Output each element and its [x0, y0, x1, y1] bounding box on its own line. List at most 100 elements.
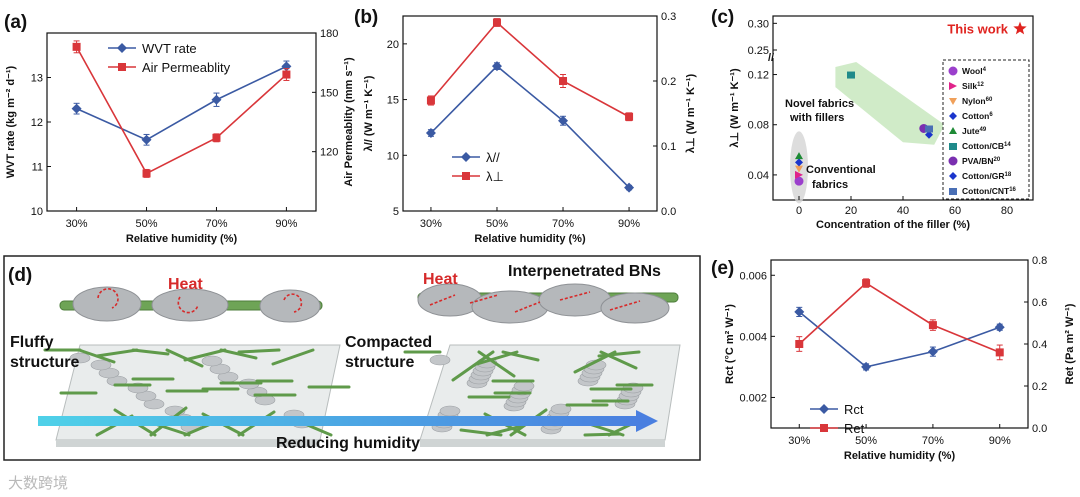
legend-marker [461, 152, 471, 162]
bn-flake [151, 288, 229, 322]
data-point [492, 18, 501, 27]
fiber-strand [131, 348, 170, 356]
bn-flake [417, 283, 483, 317]
legend-marker [820, 424, 828, 432]
data-point-nylon [795, 165, 803, 173]
legend-label: Nylon60 [962, 96, 993, 106]
legend-marker [819, 404, 829, 414]
legend-ref: 6 [989, 112, 993, 118]
watermark: 大数跨境 [8, 474, 68, 492]
bn-flake [550, 403, 572, 415]
legend-ref: 18 [1005, 172, 1012, 178]
fiber-strand [451, 350, 495, 382]
panel-label-e: (e) [711, 258, 734, 279]
series-line-1 [430, 21, 630, 118]
data-point-cotton-gr [925, 130, 933, 139]
data-point-cotton-cnt [925, 125, 933, 133]
x-tick-label: 50% [486, 218, 508, 230]
axis-break-gap [767, 54, 779, 58]
data-point [559, 77, 568, 85]
data-point [624, 182, 635, 193]
y-right-axis-label: λ⊥ (W m⁻¹ K⁻¹) [685, 74, 697, 154]
legend-marker [948, 156, 958, 166]
x-tick-label: 20 [845, 205, 857, 217]
legend-marker [949, 143, 957, 150]
y-axis-label: λ⊥ (W m⁻¹ K⁻¹) [729, 68, 741, 148]
y-tick-label: 0.30 [748, 18, 769, 30]
y-axis-label: λ// (W m⁻¹ K⁻¹) [363, 75, 375, 151]
data-point-cotton-cb [847, 71, 855, 79]
data-point [994, 322, 1005, 333]
bn-flake [471, 290, 549, 324]
humidity-arrow-label: Reducing humidity [276, 435, 420, 452]
x-tick-label: 30% [420, 218, 442, 230]
heat-flow-arrow [177, 296, 199, 314]
data-point-cotton [795, 158, 803, 167]
compacted-label-2: structure [345, 354, 414, 371]
legend-label: Air Permeablity [142, 60, 231, 75]
y-right-tick-label: 120 [320, 147, 338, 159]
data-point [142, 169, 151, 178]
y-tick-label: 0.04 [748, 170, 769, 182]
fluffy-fabric-edge [56, 440, 320, 447]
x-tick-label: 70% [922, 435, 944, 447]
data-point-silk [795, 170, 803, 179]
y-axis-label: Rct (°C m² W⁻¹) [724, 304, 736, 384]
humidity-arrow-head [636, 410, 658, 432]
y-right-axis-label: Air Permeablity (mm s⁻¹) [343, 57, 355, 187]
panel-label-d: (d) [8, 265, 32, 286]
data-point [425, 128, 436, 138]
legend-ref: 60 [986, 97, 993, 103]
x-tick-label: 50% [136, 218, 158, 230]
x-tick-label: 0 [796, 205, 802, 217]
y-tick-label: 11 [32, 162, 43, 174]
legend-ref: 14 [1004, 142, 1011, 148]
annotation-conventional-1: Conventional [806, 164, 876, 176]
fluffy-label-1: Fluffy [10, 334, 54, 351]
compacted-fabric-edge [420, 440, 665, 447]
legend-marker [949, 127, 957, 134]
fiber-strand [165, 348, 204, 368]
fluffy-label-2: structure [10, 354, 79, 371]
data-point [862, 279, 871, 288]
data-point-wool [794, 176, 804, 186]
y-tick-label: 0.08 [748, 120, 769, 132]
x-tick-label: 40 [897, 205, 909, 217]
legend-marker [948, 66, 958, 76]
fiber-strand [237, 348, 281, 354]
x-tick-label: 90% [989, 435, 1011, 447]
y-right-tick-label: 0.0 [661, 206, 676, 218]
this-work-star [1013, 21, 1027, 35]
bn-flake [69, 352, 91, 364]
fluffy-fibers [43, 348, 351, 437]
novel-fabrics-band [835, 62, 945, 145]
x-tick-label: 60 [949, 205, 961, 217]
series-line-0 [76, 65, 287, 141]
y-right-tick-label: 0.1 [661, 141, 676, 153]
y-right-tick-label: 0.8 [1032, 255, 1047, 267]
legend-label: Cotton6 [962, 111, 993, 121]
chart-b: 30% 50% 70% 90% 5 10 15 20 0.0 0.1 0.2 0.3 Relative … [363, 11, 697, 245]
plot-frame [770, 259, 1029, 429]
series-line-1 [75, 46, 287, 175]
heat-label-left: Heat [168, 276, 203, 293]
compacted-label-1: Compacted [345, 334, 432, 351]
fiber-strand [475, 350, 519, 366]
chart-a: 30% 50% 70% 90% 10 11 12 13 120 150 180 Relative hu… [5, 28, 355, 245]
interpenetrated-title: Interpenetrated BNs [508, 263, 661, 280]
y-tick-label: 5 [393, 206, 399, 218]
bn-flake [72, 286, 142, 322]
fiber-strand [77, 348, 116, 364]
bn-flake [538, 283, 612, 317]
legend-label: WVT rate [142, 41, 197, 56]
bn-flake [90, 359, 112, 371]
legend-ref: 4 [983, 67, 987, 73]
data-point-jute [795, 152, 803, 160]
legend-marker [949, 188, 957, 195]
legend-label: Cotton/CB14 [962, 141, 1011, 151]
data-point [558, 115, 569, 126]
legend-marker [949, 112, 957, 120]
y-tick-label: 13 [31, 73, 43, 85]
bn-flake [439, 405, 461, 417]
data-point [71, 103, 82, 114]
